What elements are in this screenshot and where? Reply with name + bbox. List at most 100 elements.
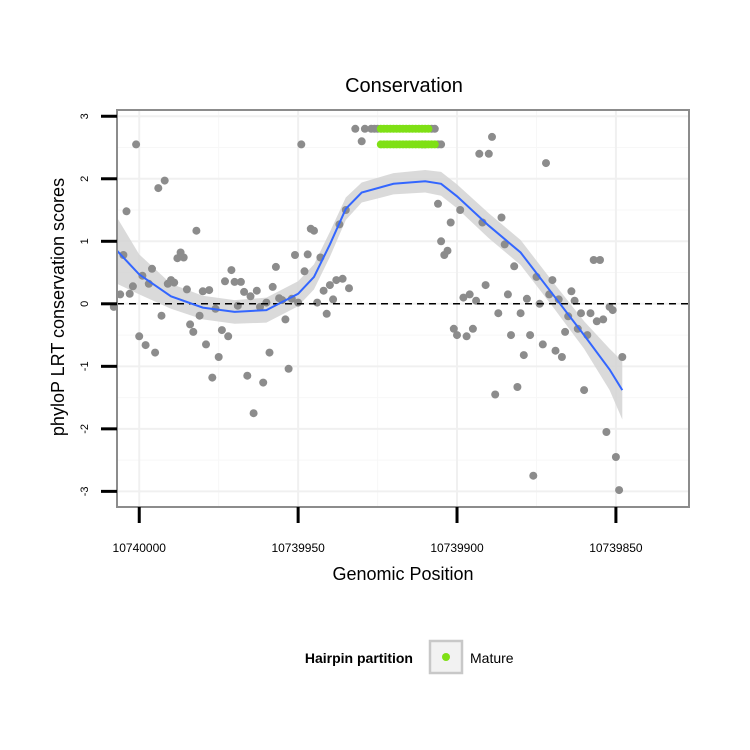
score-point-scores-121 xyxy=(577,309,585,318)
score-point-scores-27 xyxy=(198,287,207,296)
score-point-scores-98 xyxy=(503,290,512,299)
mature-point-Mature-33 xyxy=(430,140,439,149)
score-point-scores-118 xyxy=(567,287,576,296)
legend-label-mature: Mature xyxy=(470,650,514,666)
score-point-scores-47 xyxy=(262,298,271,307)
score-point-scores-36 xyxy=(227,266,236,275)
score-point-scores-75 xyxy=(360,124,369,133)
score-point-scores-11 xyxy=(148,264,156,273)
score-point-scores-39 xyxy=(236,277,245,286)
score-point-scores-42 xyxy=(246,292,255,301)
score-point-scores-34 xyxy=(221,277,229,286)
score-point-scores-67 xyxy=(325,281,334,290)
score-point-scores-86 xyxy=(465,290,474,299)
score-point-scores-7 xyxy=(135,332,144,341)
score-point-scores-3 xyxy=(122,207,131,216)
score-point-scores-113 xyxy=(551,346,560,355)
score-point-scores-92 xyxy=(484,149,493,158)
score-point-scores-101 xyxy=(513,383,522,391)
score-point-scores-62 xyxy=(310,226,318,235)
score-point-scores-12 xyxy=(151,348,160,357)
score-point-scores-74 xyxy=(357,137,366,146)
y-tick-label-0: 3 xyxy=(79,113,91,119)
score-point-upper_cap-5 xyxy=(430,124,439,133)
score-point-scores-28 xyxy=(202,340,210,349)
chart-title: Conservation xyxy=(345,75,463,97)
score-point-scores-104 xyxy=(522,294,531,303)
score-point-scores-126 xyxy=(592,317,601,326)
score-point-scores-77 xyxy=(437,237,446,246)
score-point-scores-127 xyxy=(596,256,604,264)
score-point-scores-25 xyxy=(192,226,201,235)
score-point-scores-116 xyxy=(561,327,570,336)
y-axis: 3 2 1 0 -1 -2 -3 xyxy=(79,113,117,496)
score-point-scores-33 xyxy=(217,326,226,335)
score-point-scores-83 xyxy=(456,206,465,214)
score-point-scores-81 xyxy=(449,324,458,333)
score-point-scores-60 xyxy=(303,250,312,259)
score-point-scores-58 xyxy=(297,140,306,149)
x-tick-label-3: 10739850 xyxy=(589,541,643,555)
plot-frame xyxy=(116,109,690,508)
score-point-scores-57 xyxy=(294,298,303,307)
score-point-scores-96 xyxy=(497,213,506,222)
y-tick-label-2: 1 xyxy=(79,238,91,244)
score-point-upper_cap-9 xyxy=(437,140,446,149)
score-point-scores-133 xyxy=(615,486,624,495)
score-point-scores-2 xyxy=(119,251,128,259)
score-point-scores-66 xyxy=(322,309,331,318)
score-point-scores-14 xyxy=(157,311,166,320)
y-axis-label: phyloP LRT conservation scores xyxy=(48,178,68,436)
score-point-scores-5 xyxy=(128,282,137,291)
score-point-scores-109 xyxy=(538,340,547,349)
legend: Hairpin partition Mature xyxy=(305,639,514,675)
score-point-scores-54 xyxy=(284,364,293,373)
score-point-scores-69 xyxy=(332,276,341,285)
score-point-scores-79 xyxy=(443,246,452,255)
score-point-scores-100 xyxy=(510,262,519,271)
score-point-scores-134 xyxy=(618,353,627,361)
score-point-scores-105 xyxy=(526,331,535,340)
y-tick-label-6: -3 xyxy=(79,486,91,496)
x-tick-label-1: 10739950 xyxy=(271,541,325,555)
score-point-scores-112 xyxy=(548,276,557,285)
score-point-scores-110 xyxy=(542,159,550,168)
score-point-scores-23 xyxy=(186,320,195,329)
score-point-scores-115 xyxy=(557,353,566,361)
score-point-scores-68 xyxy=(329,295,338,304)
score-point-scores-50 xyxy=(271,262,280,271)
score-point-scores-132 xyxy=(611,453,620,461)
score-point-scores-45 xyxy=(256,302,264,311)
score-point-scores-84 xyxy=(459,293,468,302)
score-point-scores-40 xyxy=(240,287,249,296)
score-point-scores-30 xyxy=(208,373,217,382)
score-point-scores-76 xyxy=(434,199,442,208)
score-point-scores-4 xyxy=(125,289,134,298)
score-point-scores-1 xyxy=(116,290,125,299)
score-point-scores-71 xyxy=(338,274,347,283)
score-point-scores-99 xyxy=(507,331,515,340)
x-tick-label-0: 10740000 xyxy=(113,541,167,555)
smooth-line xyxy=(116,180,624,391)
score-point-scores-21 xyxy=(179,253,188,262)
score-point-scores-37 xyxy=(230,277,239,286)
score-point-scores-49 xyxy=(268,282,277,291)
score-point-scores-26 xyxy=(195,311,204,320)
score-point-scores-80 xyxy=(446,218,455,227)
score-point-scores-128 xyxy=(599,315,608,324)
score-point-scores-15 xyxy=(160,176,169,185)
score-point-scores-32 xyxy=(214,353,223,361)
score-point-scores-122 xyxy=(580,386,589,395)
score-point-scores-119 xyxy=(570,296,579,305)
score-point-scores-44 xyxy=(252,286,261,295)
score-point-scores-9 xyxy=(141,341,150,350)
smooth-line-layer xyxy=(116,180,624,391)
score-point-scores-94 xyxy=(491,390,500,399)
score-point-scores-65 xyxy=(319,286,328,295)
score-point-upper_cap-0 xyxy=(351,124,360,133)
score-point-scores-85 xyxy=(462,332,471,341)
score-point-scores-46 xyxy=(259,378,268,387)
y-tick-label-1: 2 xyxy=(79,176,91,182)
score-point-scores-89 xyxy=(475,149,484,158)
